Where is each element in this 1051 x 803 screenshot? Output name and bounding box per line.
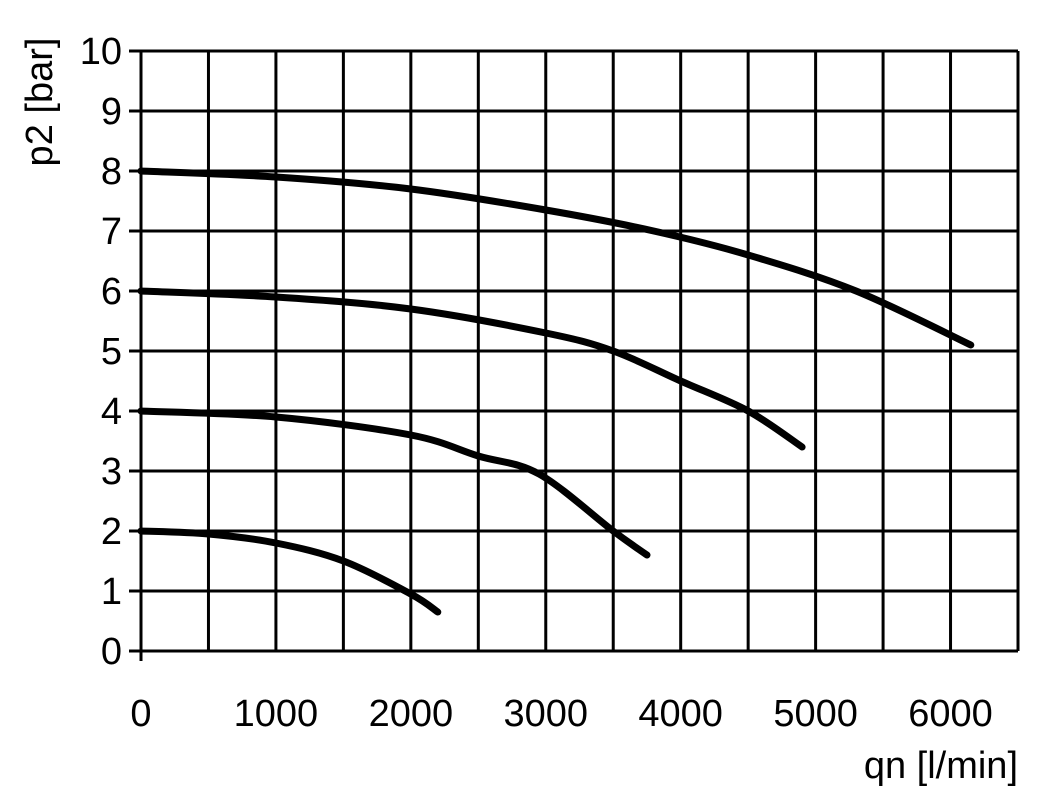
y-tick-label: 7	[101, 211, 122, 253]
y-axis-ticks: 0 1 2 3 4 5 6 7 8 9 10	[80, 31, 122, 673]
curves	[137, 167, 975, 616]
series-line-1	[137, 527, 442, 616]
series-line-4	[137, 167, 975, 349]
y-tick-label: 10	[80, 31, 122, 73]
x-tick-label: 0	[130, 693, 151, 735]
y-tick-label: 2	[101, 511, 122, 553]
x-axis-label: qn [l/min]	[864, 745, 1018, 787]
x-tick-label: 5000	[773, 693, 858, 735]
grid	[129, 49, 1020, 661]
y-tick-label: 5	[101, 331, 122, 373]
series-line-2	[137, 407, 651, 559]
y-tick-label: 8	[101, 151, 122, 193]
x-tick-label: 2000	[369, 693, 454, 735]
x-tick-label: 1000	[234, 693, 319, 735]
x-tick-label: 6000	[908, 693, 993, 735]
y-tick-label: 9	[101, 91, 122, 133]
y-tick-label: 4	[101, 391, 122, 433]
y-tick-label: 6	[101, 271, 122, 313]
y-axis-label: p2 [bar]	[19, 38, 61, 167]
y-tick-label: 3	[101, 451, 122, 493]
x-tick-label: 3000	[503, 693, 588, 735]
x-axis-ticks: 0 1000 2000 3000 4000 5000 6000	[130, 693, 992, 735]
y-tick-label: 0	[101, 631, 122, 673]
y-tick-label: 1	[101, 571, 122, 613]
series-line-3	[137, 287, 806, 451]
x-tick-label: 4000	[638, 693, 723, 735]
